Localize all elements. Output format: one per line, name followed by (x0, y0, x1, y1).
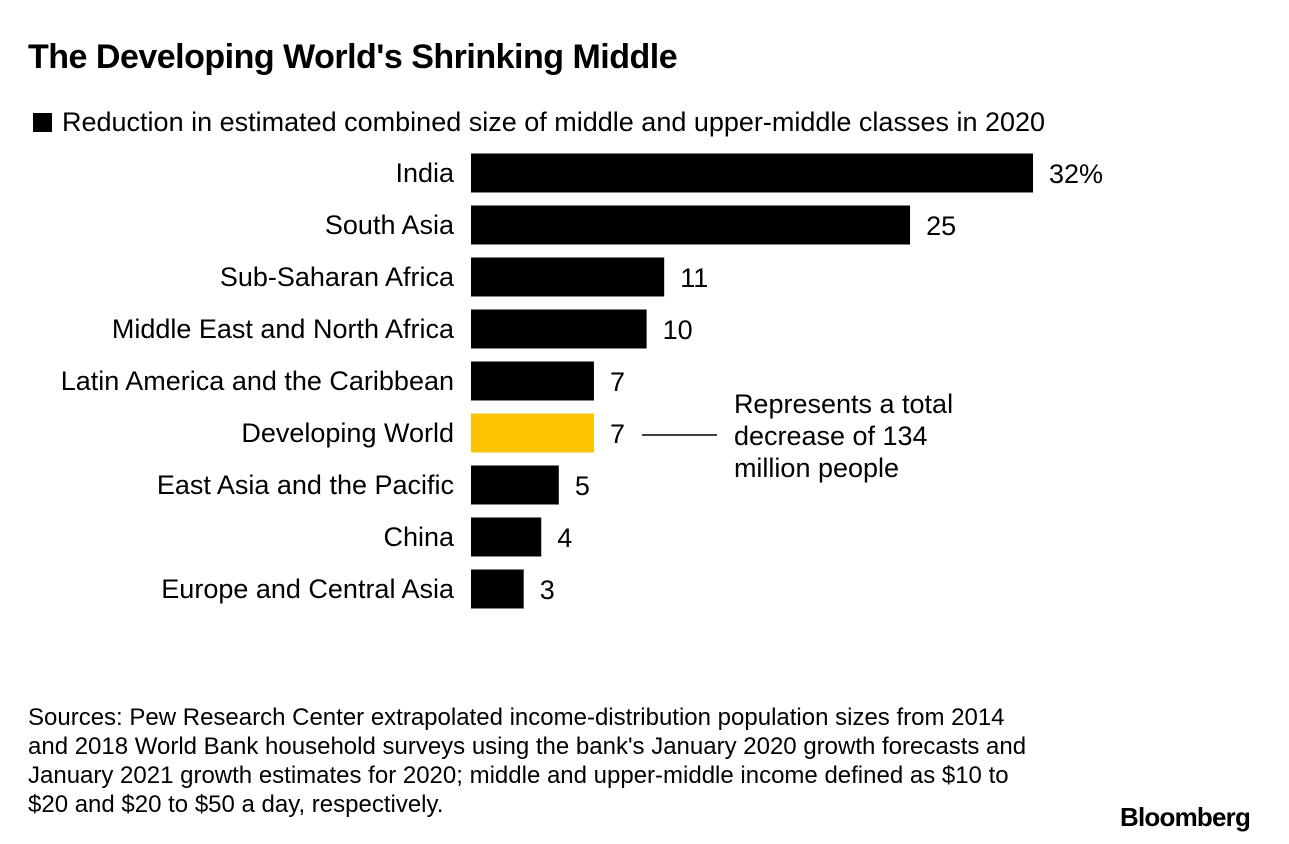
category-label-china: China (383, 522, 455, 552)
chart-title: The Developing World's Shrinking Middle (28, 38, 678, 76)
legend-label: Reduction in estimated combined size of … (62, 106, 1046, 137)
bloomberg-logo: Bloomberg (1120, 802, 1251, 832)
category-label-east-asia-and-the-pacific: East Asia and the Pacific (157, 470, 454, 500)
annotation-text-line: million people (734, 453, 899, 483)
bar-china (471, 517, 542, 557)
bar-middle-east-and-north-africa (471, 309, 647, 349)
category-label-sub-saharan-africa: Sub-Saharan Africa (220, 262, 455, 292)
value-label-latin-america-and-the-caribbean: 7 (610, 367, 625, 397)
category-label-europe-and-central-asia: Europe and Central Asia (161, 574, 455, 604)
bar-sub-saharan-africa (471, 257, 665, 297)
legend-swatch (33, 112, 52, 132)
category-label-developing-world: Developing World (241, 418, 454, 448)
bar-east-asia-and-the-pacific (471, 465, 559, 505)
category-label-india: India (395, 158, 455, 188)
value-label-middle-east-and-north-africa: 10 (663, 315, 693, 345)
value-label-south-asia: 25 (926, 211, 956, 241)
annotation-text-line: Represents a total (734, 389, 953, 419)
value-label-china: 4 (557, 523, 572, 553)
bar-south-asia (471, 205, 911, 245)
bar-india (471, 153, 1033, 193)
value-label-india: 32% (1049, 159, 1103, 189)
sources-note: Sources: Pew Research Center extrapolate… (28, 704, 1027, 818)
legend: Reduction in estimated combined size of … (33, 105, 1045, 139)
annotation-text-line: decrease of 134 (734, 421, 928, 451)
category-label-middle-east-and-north-africa: Middle East and North Africa (112, 314, 455, 344)
value-label-developing-world: 7 (610, 419, 625, 449)
value-label-europe-and-central-asia: 3 (540, 575, 555, 605)
bar-europe-and-central-asia (471, 569, 524, 609)
value-label-east-asia-and-the-pacific: 5 (575, 471, 590, 501)
bar-developing-world (471, 413, 594, 453)
category-label-latin-america-and-the-caribbean: Latin America and the Caribbean (61, 366, 454, 396)
category-label-south-asia: South Asia (325, 210, 455, 240)
bar-latin-america-and-the-caribbean (471, 361, 594, 401)
value-label-sub-saharan-africa: 11 (680, 263, 708, 293)
